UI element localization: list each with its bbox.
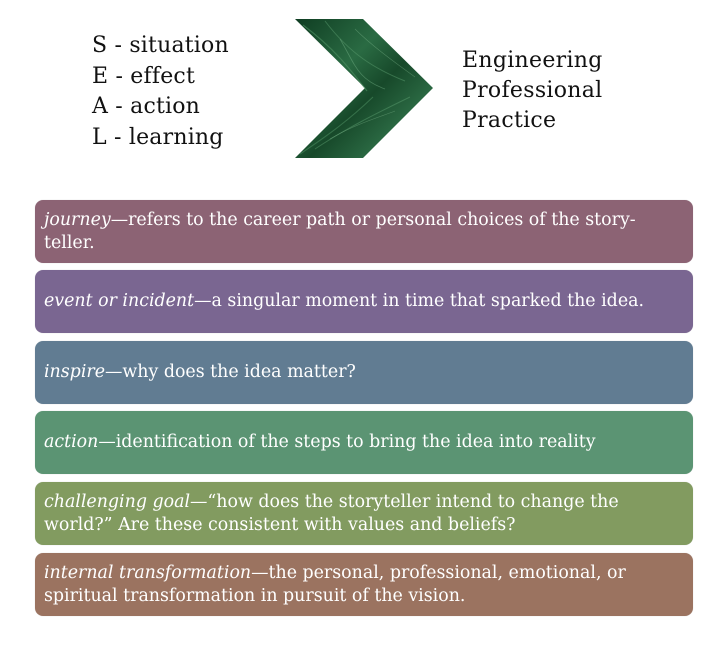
- box-text: event or incident—a singular moment in t…: [44, 290, 683, 313]
- box-text: challenging goal—“how does the storytell…: [44, 491, 683, 536]
- seal-letter: E: [92, 63, 109, 89]
- box-description: why does the idea matter?: [122, 362, 356, 383]
- target-line: Practice: [462, 108, 557, 133]
- box-text: action—identification of the steps to br…: [44, 431, 683, 454]
- seal-word: learning: [128, 124, 224, 150]
- seal-word: action: [130, 94, 201, 119]
- box-text: inspire—why does the idea matter?: [44, 361, 683, 384]
- seal-item-s: S - situation: [92, 31, 229, 62]
- box-term: inspire: [44, 362, 105, 383]
- seal-separator: -: [107, 33, 130, 58]
- seal-item-l: L - learning: [92, 123, 229, 154]
- box-dash: —: [251, 563, 269, 583]
- seal-separator: -: [108, 63, 131, 89]
- chevron-right-icon: [295, 19, 433, 158]
- seal-acronym-list: S - situation E - effect A - action L - …: [92, 31, 229, 153]
- seal-item-e: E - effect: [92, 62, 229, 93]
- box-dash: —: [194, 291, 212, 312]
- box-term: journey: [44, 210, 111, 230]
- box-description: refers to the career path or personal ch…: [44, 210, 636, 253]
- seal-separator: -: [108, 94, 131, 119]
- seal-letter: A: [92, 94, 109, 119]
- box-description: a singular moment in time that sparked t…: [211, 291, 645, 312]
- seal-letter: L: [92, 124, 107, 150]
- box-event-or-incident: event or incident—a singular moment in t…: [35, 270, 693, 333]
- box-internal-transformation: internal transformation—the personal, pr…: [35, 553, 693, 616]
- box-description: the personal, professional, emotional, o…: [44, 563, 626, 606]
- box-term: action: [44, 432, 99, 453]
- box-dash: —: [98, 432, 116, 453]
- box-dash: —: [110, 210, 129, 230]
- box-term: event or incident: [44, 291, 195, 312]
- box-inspire: inspire—why does the idea matter?: [35, 341, 693, 404]
- box-challenging-goal: challenging goal—“how does the storytell…: [35, 482, 693, 545]
- box-dash: —: [105, 362, 123, 383]
- target-line: Professional: [462, 78, 603, 103]
- box-journey: journey—refers to the career path or per…: [35, 200, 693, 263]
- seal-item-a: A - action: [92, 92, 229, 123]
- seal-word: situation: [129, 33, 229, 58]
- seal-word: effect: [130, 63, 195, 89]
- box-dash: —: [190, 492, 208, 512]
- box-description: identification of the steps to bring the…: [115, 432, 596, 453]
- box-text: journey—refers to the career path or per…: [44, 209, 683, 254]
- box-text: internal transformation—the personal, pr…: [44, 562, 683, 607]
- box-term: internal transformation: [44, 563, 252, 583]
- target-label: Engineering Professional Practice: [462, 46, 603, 136]
- box-description: “how does the storyteller intend to chan…: [44, 492, 619, 535]
- box-action: action—identification of the steps to br…: [35, 411, 693, 474]
- seal-separator: -: [106, 124, 129, 150]
- box-term: challenging goal: [44, 492, 191, 512]
- target-line: Engineering: [462, 48, 603, 73]
- seal-letter: S: [92, 33, 108, 58]
